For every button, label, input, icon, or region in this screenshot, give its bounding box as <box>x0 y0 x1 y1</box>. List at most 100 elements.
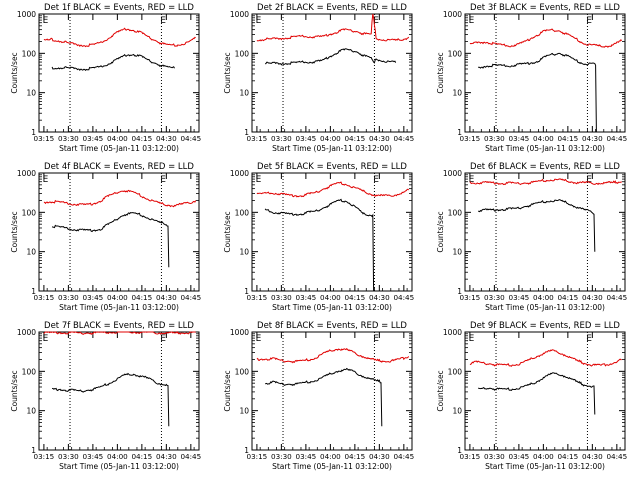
y-tick-label: 1000 <box>443 10 462 19</box>
x-tick-label: 04:00 <box>107 452 128 461</box>
x-tick-label: 04:15 <box>344 134 365 143</box>
panel-2: Det 2f BLACK = Events, RED = LLD 1 10 100 10… <box>223 3 414 153</box>
x-tick-label: 03:30 <box>484 293 505 302</box>
x-tick-label: 03:15 <box>460 452 481 461</box>
y-axis-label: Counts/sec <box>10 370 19 411</box>
x-tick-label: 03:30 <box>271 134 292 143</box>
y-tick-label: 1000 <box>230 328 249 337</box>
series-line-lld <box>469 28 623 48</box>
x-tick-label: 04:30 <box>156 293 177 302</box>
panel-4: Det 4f BLACK = Events, RED = LLD 1 10 100 10… <box>10 162 201 312</box>
series-line-events <box>265 367 383 427</box>
e-marker-label: E <box>43 16 49 26</box>
series-line-lld <box>43 27 196 48</box>
y-tick-label: 10 <box>239 89 249 98</box>
x-tick-label: 04:00 <box>320 134 341 143</box>
x-tick-label: 03:15 <box>460 293 481 302</box>
y-tick-label: 10 <box>26 89 36 98</box>
x-axis-label: Start Time (05-Jan-11 03:12:00) <box>485 303 605 312</box>
x-tick-label: 04:30 <box>369 452 390 461</box>
y-tick-label: 1000 <box>230 10 249 19</box>
series-line-lld <box>469 349 622 367</box>
panel-6: Det 6f BLACK = Events, RED = LLD 1 10 100 10… <box>436 162 627 312</box>
series-line-events <box>478 52 597 133</box>
x-tick-label: 04:15 <box>557 293 578 302</box>
y-tick-label: 10 <box>26 407 36 416</box>
e-marker-label: E <box>373 175 379 185</box>
x-tick-label: 03:45 <box>83 134 104 143</box>
panel-title: Det 8f BLACK = Events, RED = LLD <box>257 321 407 331</box>
y-tick-label: 10 <box>239 407 249 416</box>
x-axis-label: Start Time (05-Jan-11 03:12:00) <box>272 462 392 471</box>
x-tick-label: 03:15 <box>247 134 268 143</box>
series-line-lld <box>256 181 410 198</box>
y-axis-label: Counts/sec <box>223 370 232 411</box>
y-tick-label: 1 <box>457 446 462 455</box>
x-tick-label: 03:30 <box>58 134 79 143</box>
x-tick-label: 04:45 <box>180 134 201 143</box>
x-tick-label: 03:45 <box>83 452 104 461</box>
x-tick-label: 03:30 <box>484 452 505 461</box>
series-line-lld <box>256 13 410 42</box>
panel-title: Det 2f BLACK = Events, RED = LLD <box>257 3 407 13</box>
y-axis-label: Counts/sec <box>10 52 19 93</box>
plot-frame <box>464 172 626 292</box>
x-axis-label: Start Time (05-Jan-11 03:12:00) <box>59 303 179 312</box>
panel-title: Det 3f BLACK = Events, RED = LLD <box>470 3 620 13</box>
y-tick-label: 1 <box>244 287 249 296</box>
x-tick-label: 03:45 <box>509 134 530 143</box>
e-marker-label: E <box>586 334 592 344</box>
plot-frame <box>251 13 413 133</box>
e-marker-label: E <box>373 334 379 344</box>
e-marker-label: E <box>586 175 592 185</box>
y-tick-label: 100 <box>448 208 463 217</box>
series-line-events <box>477 372 596 415</box>
e-marker-label: E <box>43 175 49 185</box>
panel-title: Det 9f BLACK = Events, RED = LLD <box>470 321 620 331</box>
y-axis-label: Counts/sec <box>436 211 445 252</box>
e-marker-label: E <box>469 16 475 26</box>
y-tick-label: 1 <box>244 128 249 137</box>
y-tick-label: 1 <box>31 287 36 296</box>
x-tick-label: 03:45 <box>509 293 530 302</box>
series-line-lld <box>43 331 196 336</box>
x-tick-label: 04:00 <box>320 452 341 461</box>
x-tick-label: 04:45 <box>606 134 627 143</box>
series-line-lld <box>469 178 622 186</box>
x-tick-label: 04:00 <box>533 134 554 143</box>
series-line-events <box>51 53 175 72</box>
x-tick-label: 03:30 <box>271 293 292 302</box>
e-marker-label: E <box>373 16 379 26</box>
y-tick-label: 100 <box>235 208 250 217</box>
x-tick-label: 03:15 <box>34 293 55 302</box>
x-tick-label: 04:15 <box>131 452 152 461</box>
y-tick-label: 10 <box>239 248 249 257</box>
x-tick-label: 04:30 <box>582 452 603 461</box>
e-marker-label: E <box>256 16 262 26</box>
y-tick-label: 100 <box>235 367 250 376</box>
y-axis-label: Counts/sec <box>223 211 232 252</box>
y-tick-label: 1 <box>457 128 462 137</box>
x-tick-label: 04:15 <box>131 293 152 302</box>
series-line-events <box>51 372 170 427</box>
x-axis-label: Start Time (05-Jan-11 03:12:00) <box>485 144 605 153</box>
plot-frame <box>464 13 626 133</box>
x-tick-label: 04:00 <box>533 293 554 302</box>
plot-frame <box>38 172 200 292</box>
plot-frame <box>464 331 626 451</box>
y-tick-label: 1 <box>244 446 249 455</box>
e-marker-label: E <box>469 334 475 344</box>
y-tick-label: 1 <box>31 128 36 137</box>
e-marker-label: E <box>256 175 262 185</box>
x-tick-label: 03:45 <box>296 452 317 461</box>
y-tick-label: 100 <box>22 367 37 376</box>
x-tick-label: 03:30 <box>58 293 79 302</box>
y-tick-label: 10 <box>452 248 462 257</box>
y-tick-label: 1000 <box>17 328 36 337</box>
panel-1: Det 1f BLACK = Events, RED = LLD 1 10 100 10… <box>10 3 201 153</box>
e-marker-label: E <box>469 175 475 185</box>
x-tick-label: 04:45 <box>606 452 627 461</box>
x-tick-label: 04:30 <box>369 134 390 143</box>
x-axis-label: Start Time (05-Jan-11 03:12:00) <box>59 462 179 471</box>
